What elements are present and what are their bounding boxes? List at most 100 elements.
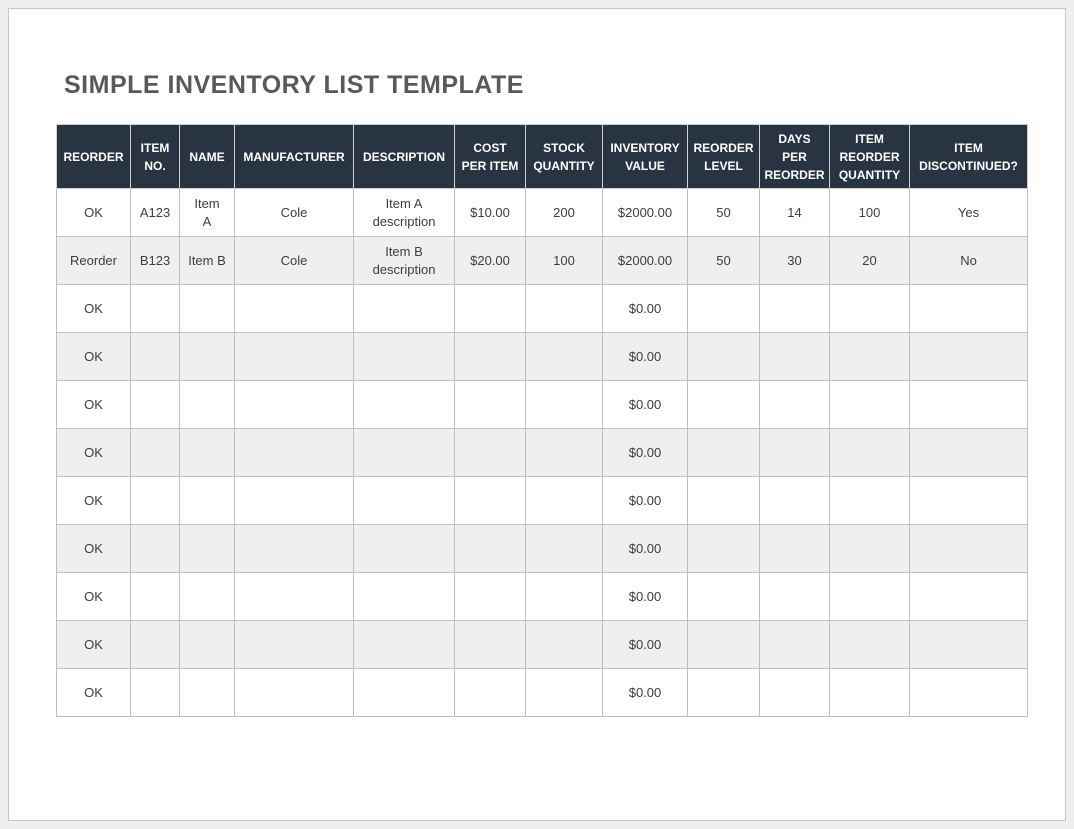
cell-reorder[interactable]: OK bbox=[56, 524, 131, 573]
cell-cost-per-item[interactable] bbox=[454, 572, 526, 621]
cell-description[interactable] bbox=[353, 668, 455, 717]
cell-cost-per-item[interactable] bbox=[454, 380, 526, 429]
cell-reorder-level[interactable] bbox=[687, 620, 760, 669]
cell-days-per-reorder[interactable] bbox=[759, 332, 830, 381]
cell-name[interactable] bbox=[179, 428, 235, 477]
cell-description[interactable] bbox=[353, 524, 455, 573]
cell-item-reorder-qty[interactable] bbox=[829, 572, 910, 621]
cell-manufacturer[interactable] bbox=[234, 620, 354, 669]
cell-name[interactable]: Item B bbox=[179, 236, 235, 285]
cell-cost-per-item[interactable] bbox=[454, 428, 526, 477]
cell-cost-per-item[interactable] bbox=[454, 524, 526, 573]
cell-item-discontinued[interactable] bbox=[909, 428, 1028, 477]
cell-stock-quantity[interactable] bbox=[525, 380, 603, 429]
cell-item-discontinued[interactable] bbox=[909, 284, 1028, 333]
cell-days-per-reorder[interactable] bbox=[759, 572, 830, 621]
cell-days-per-reorder[interactable] bbox=[759, 668, 830, 717]
cell-item-discontinued[interactable] bbox=[909, 476, 1028, 525]
cell-item-no[interactable] bbox=[130, 284, 180, 333]
cell-stock-quantity[interactable] bbox=[525, 284, 603, 333]
cell-manufacturer[interactable] bbox=[234, 428, 354, 477]
cell-name[interactable] bbox=[179, 284, 235, 333]
cell-item-no[interactable] bbox=[130, 380, 180, 429]
cell-item-reorder-qty[interactable]: 100 bbox=[829, 188, 910, 237]
cell-description[interactable] bbox=[353, 428, 455, 477]
cell-item-reorder-qty[interactable] bbox=[829, 476, 910, 525]
cell-stock-quantity[interactable] bbox=[525, 620, 603, 669]
cell-description[interactable]: Item B description bbox=[353, 236, 455, 285]
cell-reorder[interactable]: OK bbox=[56, 332, 131, 381]
cell-name[interactable] bbox=[179, 668, 235, 717]
cell-item-no[interactable] bbox=[130, 572, 180, 621]
cell-manufacturer[interactable] bbox=[234, 380, 354, 429]
cell-reorder[interactable]: OK bbox=[56, 572, 131, 621]
cell-reorder[interactable]: OK bbox=[56, 476, 131, 525]
cell-reorder[interactable]: Reorder bbox=[56, 236, 131, 285]
cell-description[interactable] bbox=[353, 380, 455, 429]
cell-days-per-reorder[interactable] bbox=[759, 620, 830, 669]
cell-days-per-reorder[interactable] bbox=[759, 284, 830, 333]
cell-reorder-level[interactable] bbox=[687, 572, 760, 621]
cell-inventory-value[interactable]: $0.00 bbox=[602, 380, 688, 429]
cell-item-reorder-qty[interactable] bbox=[829, 332, 910, 381]
cell-reorder-level[interactable] bbox=[687, 284, 760, 333]
cell-reorder[interactable]: OK bbox=[56, 284, 131, 333]
cell-cost-per-item[interactable] bbox=[454, 284, 526, 333]
cell-inventory-value[interactable]: $0.00 bbox=[602, 668, 688, 717]
cell-description[interactable] bbox=[353, 572, 455, 621]
cell-item-reorder-qty[interactable] bbox=[829, 620, 910, 669]
cell-item-no[interactable]: A123 bbox=[130, 188, 180, 237]
cell-stock-quantity[interactable] bbox=[525, 332, 603, 381]
cell-name[interactable] bbox=[179, 476, 235, 525]
cell-stock-quantity[interactable] bbox=[525, 428, 603, 477]
cell-reorder[interactable]: OK bbox=[56, 620, 131, 669]
cell-description[interactable] bbox=[353, 284, 455, 333]
cell-reorder-level[interactable] bbox=[687, 668, 760, 717]
cell-item-no[interactable] bbox=[130, 476, 180, 525]
cell-manufacturer[interactable] bbox=[234, 284, 354, 333]
cell-reorder-level[interactable]: 50 bbox=[687, 236, 760, 285]
cell-manufacturer[interactable]: Cole bbox=[234, 188, 354, 237]
cell-reorder-level[interactable]: 50 bbox=[687, 188, 760, 237]
cell-reorder[interactable]: OK bbox=[56, 668, 131, 717]
cell-inventory-value[interactable]: $0.00 bbox=[602, 332, 688, 381]
cell-cost-per-item[interactable]: $20.00 bbox=[454, 236, 526, 285]
cell-item-no[interactable] bbox=[130, 620, 180, 669]
cell-reorder-level[interactable] bbox=[687, 380, 760, 429]
cell-days-per-reorder[interactable] bbox=[759, 476, 830, 525]
cell-item-no[interactable]: B123 bbox=[130, 236, 180, 285]
cell-manufacturer[interactable] bbox=[234, 668, 354, 717]
cell-item-reorder-qty[interactable] bbox=[829, 428, 910, 477]
cell-reorder-level[interactable] bbox=[687, 476, 760, 525]
cell-item-discontinued[interactable] bbox=[909, 668, 1028, 717]
cell-item-discontinued[interactable]: Yes bbox=[909, 188, 1028, 237]
cell-reorder-level[interactable] bbox=[687, 332, 760, 381]
cell-inventory-value[interactable]: $0.00 bbox=[602, 428, 688, 477]
cell-name[interactable] bbox=[179, 380, 235, 429]
cell-manufacturer[interactable] bbox=[234, 476, 354, 525]
cell-stock-quantity[interactable] bbox=[525, 668, 603, 717]
cell-item-reorder-qty[interactable] bbox=[829, 524, 910, 573]
cell-item-discontinued[interactable] bbox=[909, 332, 1028, 381]
cell-item-discontinued[interactable] bbox=[909, 524, 1028, 573]
cell-item-no[interactable] bbox=[130, 668, 180, 717]
cell-manufacturer[interactable] bbox=[234, 524, 354, 573]
cell-cost-per-item[interactable] bbox=[454, 476, 526, 525]
cell-cost-per-item[interactable] bbox=[454, 668, 526, 717]
cell-inventory-value[interactable]: $0.00 bbox=[602, 476, 688, 525]
cell-manufacturer[interactable] bbox=[234, 572, 354, 621]
cell-reorder[interactable]: OK bbox=[56, 188, 131, 237]
cell-description[interactable] bbox=[353, 620, 455, 669]
cell-inventory-value[interactable]: $2000.00 bbox=[602, 188, 688, 237]
cell-days-per-reorder[interactable] bbox=[759, 380, 830, 429]
cell-inventory-value[interactable]: $0.00 bbox=[602, 524, 688, 573]
cell-description[interactable] bbox=[353, 476, 455, 525]
cell-inventory-value[interactable]: $0.00 bbox=[602, 620, 688, 669]
cell-inventory-value[interactable]: $2000.00 bbox=[602, 236, 688, 285]
cell-name[interactable] bbox=[179, 524, 235, 573]
cell-item-reorder-qty[interactable]: 20 bbox=[829, 236, 910, 285]
cell-item-reorder-qty[interactable] bbox=[829, 668, 910, 717]
cell-stock-quantity[interactable] bbox=[525, 572, 603, 621]
cell-name[interactable] bbox=[179, 332, 235, 381]
cell-cost-per-item[interactable]: $10.00 bbox=[454, 188, 526, 237]
